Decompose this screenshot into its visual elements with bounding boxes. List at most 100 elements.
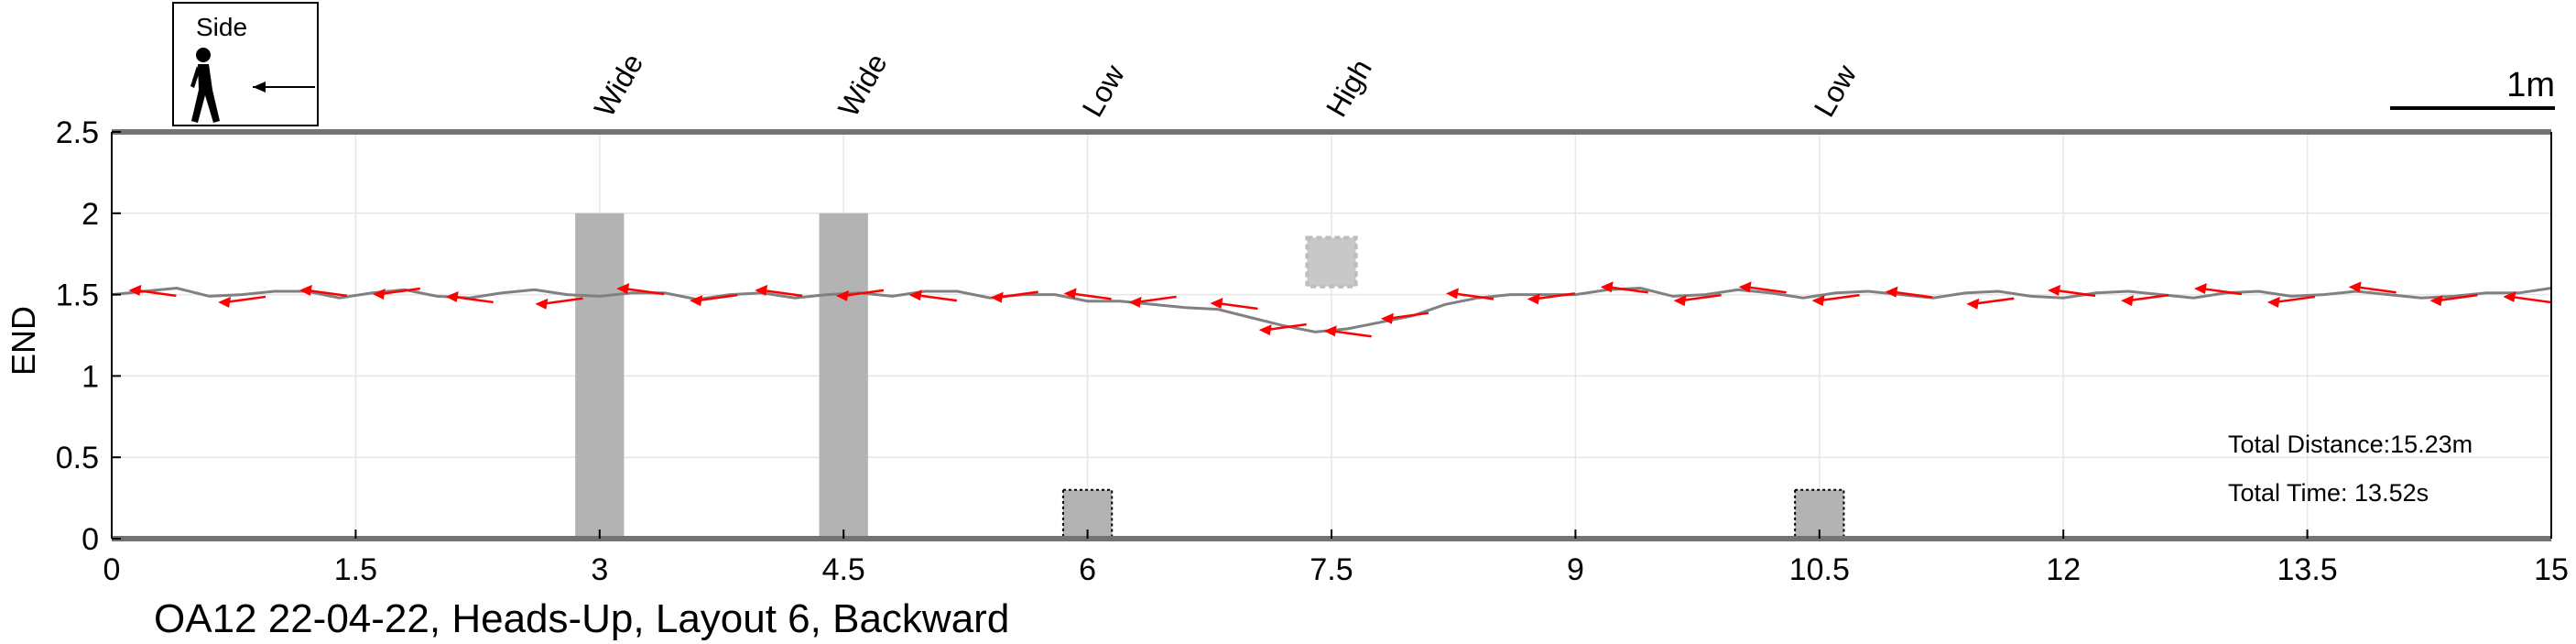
step-arrow-shaft: [1819, 293, 1860, 302]
x-tick-label: 12: [2046, 552, 2081, 587]
x-tick-label: 3: [591, 552, 608, 587]
step-arrow-shaft: [1217, 301, 1258, 311]
step-arrow-shaft: [1452, 292, 1495, 300]
step-arrow: [445, 290, 494, 304]
step-arrow-head: [2429, 295, 2443, 307]
step-arrow-head: [1323, 325, 1337, 337]
step-arrow: [1210, 298, 1258, 311]
x-tick-label: 9: [1567, 552, 1584, 587]
step-arrow-shaft: [452, 295, 494, 304]
step-arrow: [218, 295, 266, 308]
step-arrow-shaft: [1071, 292, 1112, 300]
step-arrow-head: [2266, 296, 2280, 308]
step-arrow-shaft: [1607, 286, 1648, 294]
step-arrow: [835, 289, 885, 301]
tick-labels: 0 1.5 3 4.5 6 7.5 9 10.5 12 13.5 15 0 0.5 1 1.5 2 2.5: [56, 115, 2569, 587]
step-arrow: [128, 284, 177, 298]
y-axis-label: END: [5, 306, 42, 376]
y-tick-label: 1.5: [56, 278, 99, 313]
step-arrow: [755, 284, 803, 298]
step-arrow-head: [299, 284, 312, 296]
scale-bar-label: 1m: [2506, 66, 2555, 104]
step-arrow-head: [1063, 288, 1077, 300]
step-arrow-shaft: [542, 297, 583, 305]
step-arrow: [1738, 281, 1787, 294]
x-tick-label: 15: [2534, 552, 2569, 587]
step-arrow-shaft: [1973, 297, 2015, 305]
chart-subtitle: OA12 22-04-22, Heads-Up, Layout 6, Backw…: [154, 596, 1009, 641]
step-arrow-shaft: [224, 295, 266, 304]
step-arrow: [299, 284, 348, 298]
step-arrow-head: [1445, 288, 1459, 300]
y-tick-label: 2: [82, 197, 99, 232]
step-arrow-head: [1258, 324, 1272, 336]
y-tick-label: 2.5: [56, 115, 99, 150]
y-tick-label: 0.5: [56, 441, 99, 475]
y-tick-label: 0: [82, 522, 99, 557]
x-tick-label: 10.5: [1789, 552, 1850, 587]
step-arrow-head: [2193, 283, 2207, 295]
step-arrow-shaft: [997, 290, 1038, 299]
step-arrow-shaft: [1892, 290, 1933, 299]
step-arrow: [372, 287, 420, 300]
y-tick-label: 1: [82, 359, 99, 394]
x-tick-label: 1.5: [334, 552, 377, 587]
step-arrow: [2348, 281, 2397, 294]
step-arrow-shaft: [916, 293, 958, 302]
step-arrow-head: [990, 291, 1004, 303]
step-arrow-shaft: [2437, 293, 2478, 302]
step-arrow-head: [1966, 298, 1980, 310]
step-arrow-head: [2121, 295, 2134, 307]
step-arrow-shaft: [2510, 295, 2551, 304]
step-arrow: [908, 289, 958, 302]
obstacle-label: Wide: [831, 48, 894, 122]
obstacle-label: Low: [1808, 59, 1864, 123]
step-arrow-shaft: [1266, 322, 1307, 332]
step-arrow-head: [755, 284, 768, 296]
step-arrow-head: [1128, 296, 1142, 308]
obstacles: [575, 213, 1845, 540]
step-arrow-head: [1673, 295, 1687, 307]
step-arrow-head: [2048, 284, 2061, 296]
arrow-left-icon: [253, 82, 315, 93]
x-tick-label: 6: [1079, 552, 1096, 587]
step-arrow-head: [2348, 281, 2362, 293]
legend-label: Side: [196, 13, 248, 41]
step-arrow-head: [908, 289, 922, 301]
step-arrow-head: [1811, 295, 1825, 307]
step-arrow-head: [445, 290, 459, 302]
step-arrow-shaft: [136, 289, 177, 298]
obstacle-wide: [575, 213, 625, 540]
step-arrow: [1885, 286, 1933, 299]
obstacle-wide: [819, 213, 868, 540]
step-arrow: [1063, 288, 1112, 300]
step-arrow-shaft: [1745, 286, 1787, 294]
step-arrow-head: [1210, 298, 1223, 310]
step-arrow: [1258, 322, 1307, 336]
step-arrow-head: [128, 284, 142, 296]
step-arrow-shaft: [842, 289, 885, 298]
step-arrow: [1128, 295, 1177, 308]
obstacle-label: Low: [1075, 59, 1131, 123]
total-time-annotation: Total Time: 13.52s: [2228, 479, 2429, 507]
step-arrow: [1811, 293, 1860, 307]
step-arrow: [2048, 284, 2096, 298]
step-arrow-head: [1600, 281, 1614, 293]
step-arrows: [128, 281, 2551, 338]
step-arrow-head: [1380, 312, 1394, 324]
step-arrow-shaft: [1136, 295, 1177, 304]
step-arrow: [2266, 295, 2316, 308]
legend: Side: [172, 2, 319, 126]
step-arrow: [1380, 311, 1429, 324]
step-arrow-head: [372, 289, 386, 300]
step-arrow-head: [2503, 290, 2516, 302]
step-arrow-shaft: [2201, 287, 2243, 296]
x-tick-label: 13.5: [2277, 552, 2338, 587]
step-arrow-head: [1885, 286, 1898, 298]
step-arrow: [690, 293, 738, 307]
step-arrow-shaft: [2054, 289, 2096, 298]
step-arrow: [535, 297, 583, 310]
step-arrow-shaft: [1534, 292, 1575, 300]
obstacle-high: [1305, 235, 1358, 289]
